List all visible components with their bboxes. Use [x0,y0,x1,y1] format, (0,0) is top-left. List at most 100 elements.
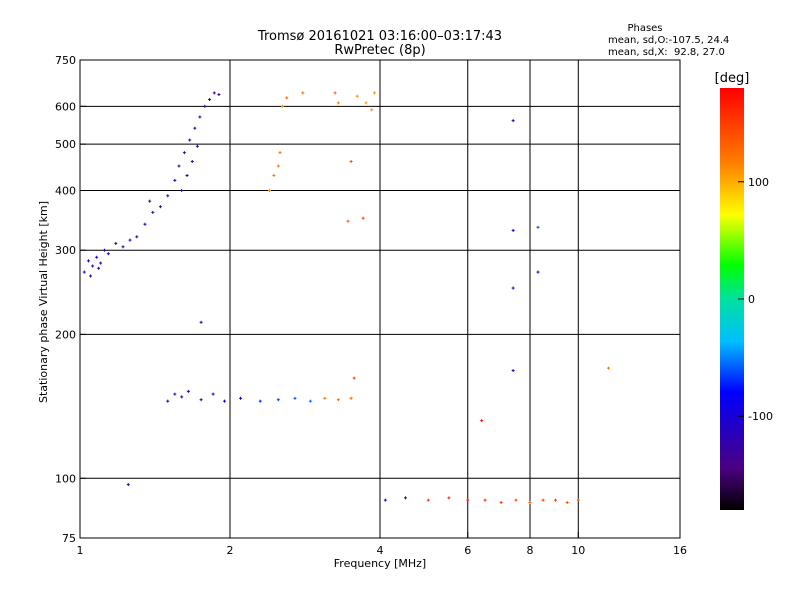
data-point [166,399,170,403]
data-point [383,498,387,502]
data-point [346,219,350,223]
data-point [82,270,86,274]
data-point [195,144,199,148]
data-point [336,398,340,402]
data-point [182,151,186,155]
x-axis-label: Frequency [MHz] [334,557,426,570]
data-point [211,392,215,396]
data-point [190,159,194,163]
data-point [349,396,353,400]
y-tick-label: 75 [62,532,76,545]
data-point [89,274,93,278]
data-point [511,286,515,290]
x-tick-label: 10 [571,544,585,557]
data-point [95,255,99,259]
data-point [99,261,103,265]
data-point [267,188,271,192]
data-point [336,101,340,105]
stats-heading: Phases [627,23,662,34]
data-point [511,369,515,373]
data-point [180,188,184,192]
data-point [403,496,407,500]
chart-title: Tromsø 20161021 03:16:00–03:17:43 [257,29,502,44]
x-tick-label: 16 [673,544,687,557]
data-point [208,98,212,102]
data-point [135,235,139,239]
data-point [426,498,430,502]
data-point [106,252,110,256]
data-point [553,498,557,502]
data-point [565,500,569,504]
data-point [103,248,107,252]
data-point [466,498,470,502]
data-point [447,496,451,500]
x-tick-label: 4 [377,544,384,557]
y-axis-label: Stationary phase Virtual Height [km] [37,201,50,403]
data-point [199,398,203,402]
data-point [188,138,192,142]
data-point [217,93,221,97]
colorbar-tick-label: -100 [748,410,773,423]
data-point [514,498,518,502]
y-tick-label: 300 [55,244,76,257]
data-point [499,500,503,504]
y-tick-label: 600 [55,100,76,113]
y-tick-label: 400 [55,184,76,197]
data-point [199,320,203,324]
data-point [276,398,280,402]
data-point [258,399,262,403]
data-point [349,159,353,163]
data-point [126,483,130,487]
data-point [483,498,487,502]
y-axis: 75 100 200 300 400 500 600 750 [55,54,86,545]
y-tick-label: 100 [55,472,76,485]
x-tick-label: 1 [77,544,84,557]
data-point [352,376,356,380]
data-point [272,173,276,177]
data-point [158,205,162,209]
gridlines [80,60,680,538]
data-point [223,399,227,403]
data-point [511,119,515,123]
data-point [193,126,197,130]
data-point [576,498,580,502]
y-tick-label: 750 [55,54,76,67]
data-point [276,164,280,168]
data-point [355,94,359,98]
data-point [97,266,101,270]
data-point [536,225,540,229]
data-points [82,91,611,504]
data-point [173,392,177,396]
data-point [203,104,207,108]
data-point [281,104,285,108]
data-point [128,238,132,242]
x-axis: 1 2 4 6 8 10 16 [77,532,687,557]
x-tick-label: 6 [464,544,471,557]
data-point [86,259,90,263]
colorbar-tick-label: 0 [748,293,755,306]
data-point [607,366,611,370]
data-point [361,216,365,220]
data-point [285,96,289,100]
data-point [166,194,170,198]
data-point [185,173,189,177]
data-point [148,199,152,203]
data-point [114,241,118,245]
data-point [278,151,282,155]
data-point [373,91,377,95]
chart-subtitle: RwPretec (8p) [334,43,425,58]
x-tick-label: 8 [527,544,534,557]
data-point [308,399,312,403]
colorbar-axis: -100 0 100 [738,176,773,423]
data-point [180,395,184,399]
data-point [177,164,181,168]
data-point [186,389,190,393]
data-point [301,91,305,95]
data-point [198,115,202,119]
data-point [364,101,368,105]
data-point [121,245,125,249]
colorbar-tick-label: 100 [748,176,769,189]
data-point [293,396,297,400]
stats-o-mode: mean, sd,O:-107.5, 24.4 [608,35,729,46]
data-point [333,91,337,95]
